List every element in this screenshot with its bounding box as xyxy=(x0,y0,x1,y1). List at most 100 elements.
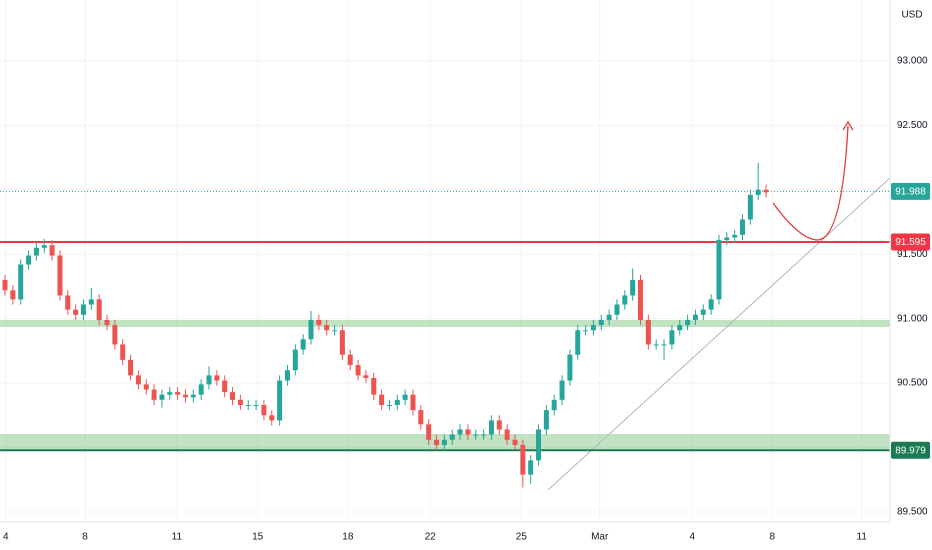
candle-body xyxy=(371,377,377,395)
y-tick-label: 93.000 xyxy=(897,56,928,67)
arrow-head xyxy=(842,120,854,131)
candle-body xyxy=(284,370,290,381)
candle-body xyxy=(222,380,228,393)
candle-body xyxy=(685,319,691,326)
candle-body xyxy=(410,394,416,411)
candle-body xyxy=(488,420,494,435)
trend-line xyxy=(547,177,891,491)
x-tick-label: 15 xyxy=(252,532,264,543)
candle-body xyxy=(355,365,361,376)
candle-body xyxy=(528,460,534,475)
candle-body xyxy=(253,404,259,406)
candle-body xyxy=(755,189,761,195)
candle-body xyxy=(175,392,181,395)
candle-body xyxy=(394,399,400,405)
candle-body xyxy=(481,434,487,436)
candle-body xyxy=(128,359,134,376)
candle-body xyxy=(449,434,455,440)
candle-body xyxy=(418,410,424,425)
candle-body xyxy=(740,219,746,235)
candle-body xyxy=(457,429,463,435)
price-tag xyxy=(891,441,930,459)
candle-body xyxy=(347,354,353,366)
candle-body xyxy=(237,399,243,405)
price-tag-label: 91.595 xyxy=(895,237,926,248)
price-tags: 91.988 91.595 89.979 xyxy=(891,182,930,459)
candle-body xyxy=(614,304,620,315)
candle-body xyxy=(512,439,518,445)
candle-body xyxy=(245,404,251,406)
currency-label: USD xyxy=(901,10,922,21)
candle-body xyxy=(18,264,24,300)
candle-body xyxy=(33,247,39,256)
candle-body xyxy=(88,299,94,305)
candle-body xyxy=(708,299,714,310)
candle-body xyxy=(551,399,557,411)
price-lines xyxy=(0,190,890,452)
candle-body xyxy=(190,394,196,398)
candle-body xyxy=(324,325,330,331)
support-zone xyxy=(0,320,890,327)
y-tick-label: 91.500 xyxy=(897,249,928,260)
candle-body xyxy=(520,444,526,475)
candle-body xyxy=(167,392,173,395)
candle-body xyxy=(41,245,47,248)
candle-body xyxy=(151,389,157,400)
candle-body xyxy=(269,415,275,421)
x-tick-label: 11 xyxy=(857,532,868,543)
candle-body xyxy=(763,189,769,193)
y-tick-label: 92.500 xyxy=(897,120,928,131)
x-tick-label: 4 xyxy=(690,532,696,543)
candle-body xyxy=(426,424,432,440)
x-tick-label: Mar xyxy=(591,532,609,543)
candle-body xyxy=(606,314,612,320)
price-tag-label: 91.988 xyxy=(895,186,926,197)
candle-body xyxy=(214,375,220,381)
candle-body xyxy=(473,434,479,436)
candle-body xyxy=(677,325,683,331)
candle-body xyxy=(57,255,63,296)
price-tag xyxy=(891,233,930,251)
forecast-arrow xyxy=(772,125,849,241)
candle-body xyxy=(292,349,298,371)
x-tick-label: 25 xyxy=(516,532,528,543)
candle-body xyxy=(630,280,636,296)
candle-body xyxy=(653,344,659,346)
candle-body xyxy=(465,429,471,435)
candle-body xyxy=(559,380,565,400)
x-tick-label: 18 xyxy=(342,532,354,543)
candle-body xyxy=(638,280,644,320)
candle-body xyxy=(104,319,110,326)
x-tick-label: 11 xyxy=(172,532,183,543)
candle-body xyxy=(49,245,55,256)
candle-body xyxy=(504,429,510,440)
candle-body xyxy=(316,319,322,326)
candle-body xyxy=(80,304,86,315)
candle-body xyxy=(622,295,628,305)
candle-body xyxy=(332,330,338,332)
candle-body xyxy=(692,314,698,320)
candle-body xyxy=(230,392,236,400)
y-tick-label: 89.500 xyxy=(897,507,928,518)
y-tick-label: 90.500 xyxy=(897,378,928,389)
candle-body xyxy=(308,319,314,340)
x-tick-label: 4 xyxy=(3,532,9,543)
candle-body xyxy=(261,404,267,416)
candle-body xyxy=(65,295,71,310)
candle-body xyxy=(120,344,126,360)
candle-body xyxy=(441,439,447,445)
candle-body xyxy=(575,330,581,355)
candle-body xyxy=(277,380,283,421)
x-tick-label: 22 xyxy=(425,532,437,543)
candle-body xyxy=(379,394,385,405)
candle-body xyxy=(73,309,79,315)
candle-body xyxy=(543,410,549,430)
candle-body xyxy=(590,325,596,331)
candle-body xyxy=(669,330,675,345)
candle-body xyxy=(747,194,753,220)
candle-body xyxy=(159,394,165,400)
candle-body xyxy=(143,384,149,390)
candle-body xyxy=(434,439,440,445)
